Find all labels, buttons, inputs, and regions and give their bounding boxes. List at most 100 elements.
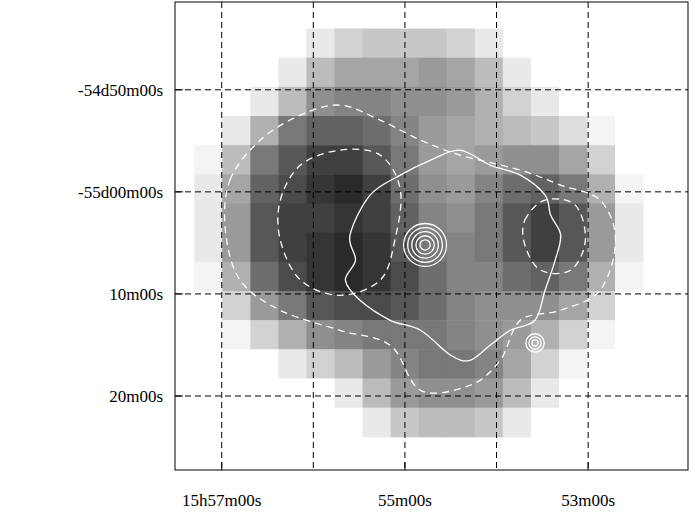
intensity-cell [363, 378, 392, 408]
intensity-cell [278, 349, 307, 379]
intensity-cell [250, 233, 279, 263]
intensity-cell [250, 116, 279, 146]
intensity-cell [503, 378, 532, 408]
intensity-cell [447, 262, 476, 292]
intensity-cell [250, 408, 279, 438]
intensity-cell [559, 408, 588, 438]
intensity-cell [306, 58, 335, 88]
intensity-cell [306, 291, 335, 321]
intensity-cell [335, 378, 364, 408]
tick-y [175, 191, 183, 192]
intensity-cell [503, 116, 532, 146]
source-contour [532, 340, 538, 346]
intensity-cell [194, 204, 223, 234]
intensity-cell [587, 116, 616, 146]
intensity-cell [559, 58, 588, 88]
intensity-cell [503, 58, 532, 88]
grid-line-x [313, 2, 314, 470]
intensity-cell [335, 174, 364, 204]
intensity-cell [194, 145, 223, 175]
intensity-cell [222, 29, 251, 59]
grid-line-x [588, 2, 589, 470]
intensity-cell [306, 87, 335, 117]
source-contour [416, 236, 434, 254]
intensity-cell [447, 291, 476, 321]
intensity-cell [475, 58, 504, 88]
intensity-cell [419, 29, 448, 59]
intensity-cell [222, 349, 251, 379]
tick-x [588, 462, 589, 470]
contour [225, 105, 616, 393]
intensity-cell [475, 29, 504, 59]
intensity-cell [194, 116, 223, 146]
intensity-cell [531, 233, 560, 263]
intensity-cell [447, 408, 476, 438]
intensity-cell [419, 174, 448, 204]
intensity-cell [447, 116, 476, 146]
intensity-cell [587, 291, 616, 321]
intensity-cell [587, 349, 616, 379]
intensity-cell [587, 145, 616, 175]
tick-label-y: 10m00s [109, 285, 163, 304]
intensity-cell [475, 87, 504, 117]
source-contour [529, 337, 541, 349]
intensity-cell [194, 349, 223, 379]
intensity-cell [587, 320, 616, 350]
intensity-cell [222, 320, 251, 350]
intensity-cell [419, 349, 448, 379]
intensity-cell [419, 58, 448, 88]
intensity-cell [475, 349, 504, 379]
intensity-cell [363, 262, 392, 292]
intensity-cell [363, 116, 392, 146]
tick-label-x: 15h57m00s [182, 491, 261, 510]
intensity-cell [278, 29, 307, 59]
intensity-cell [559, 87, 588, 117]
intensity-cell [363, 349, 392, 379]
intensity-cell [503, 349, 532, 379]
intensity-cell [475, 116, 504, 146]
intensity-cell [306, 174, 335, 204]
intensity-cell [222, 408, 251, 438]
intensity-cell [306, 29, 335, 59]
source-contour [404, 223, 447, 266]
tick-y [175, 293, 183, 294]
intensity-cell [615, 291, 644, 321]
intensity-cell [531, 58, 560, 88]
intensity-cell [306, 408, 335, 438]
tick-label-x: 55m00s [378, 491, 432, 510]
tick-labels: 15h57m00s55m00s53m00s-54d50m00s-55d00m00… [78, 81, 615, 510]
intensity-cell [419, 320, 448, 350]
intensity-cell [278, 262, 307, 292]
intensity-cell [615, 204, 644, 234]
intensity-cell [194, 378, 223, 408]
grid-line-y [175, 89, 688, 90]
intensity-cell [278, 87, 307, 117]
intensity-cell [531, 320, 560, 350]
intensity-cell [559, 29, 588, 59]
plot-area [175, 2, 688, 470]
intensity-cell [194, 408, 223, 438]
intensity-cell [559, 349, 588, 379]
intensity-cell [615, 87, 644, 117]
intensity-cell [587, 262, 616, 292]
intensity-cell [250, 29, 279, 59]
intensity-cell [250, 87, 279, 117]
contours [225, 105, 616, 393]
intensity-cell [278, 204, 307, 234]
intensity-cell [335, 320, 364, 350]
intensity-cell [447, 58, 476, 88]
intensity-cell [250, 174, 279, 204]
intensity-cell [447, 349, 476, 379]
intensity-cell [335, 408, 364, 438]
intensity-cell [391, 145, 420, 175]
intensity-cell [194, 291, 223, 321]
grid-line-y [175, 191, 688, 192]
intensity-cell [363, 204, 392, 234]
intensity-cell [559, 116, 588, 146]
intensity-cell [615, 145, 644, 175]
intensity-cell [503, 29, 532, 59]
intensity-cell [222, 116, 251, 146]
intensity-cell [615, 262, 644, 292]
intensity-cell [559, 204, 588, 234]
intensity-cell [194, 87, 223, 117]
